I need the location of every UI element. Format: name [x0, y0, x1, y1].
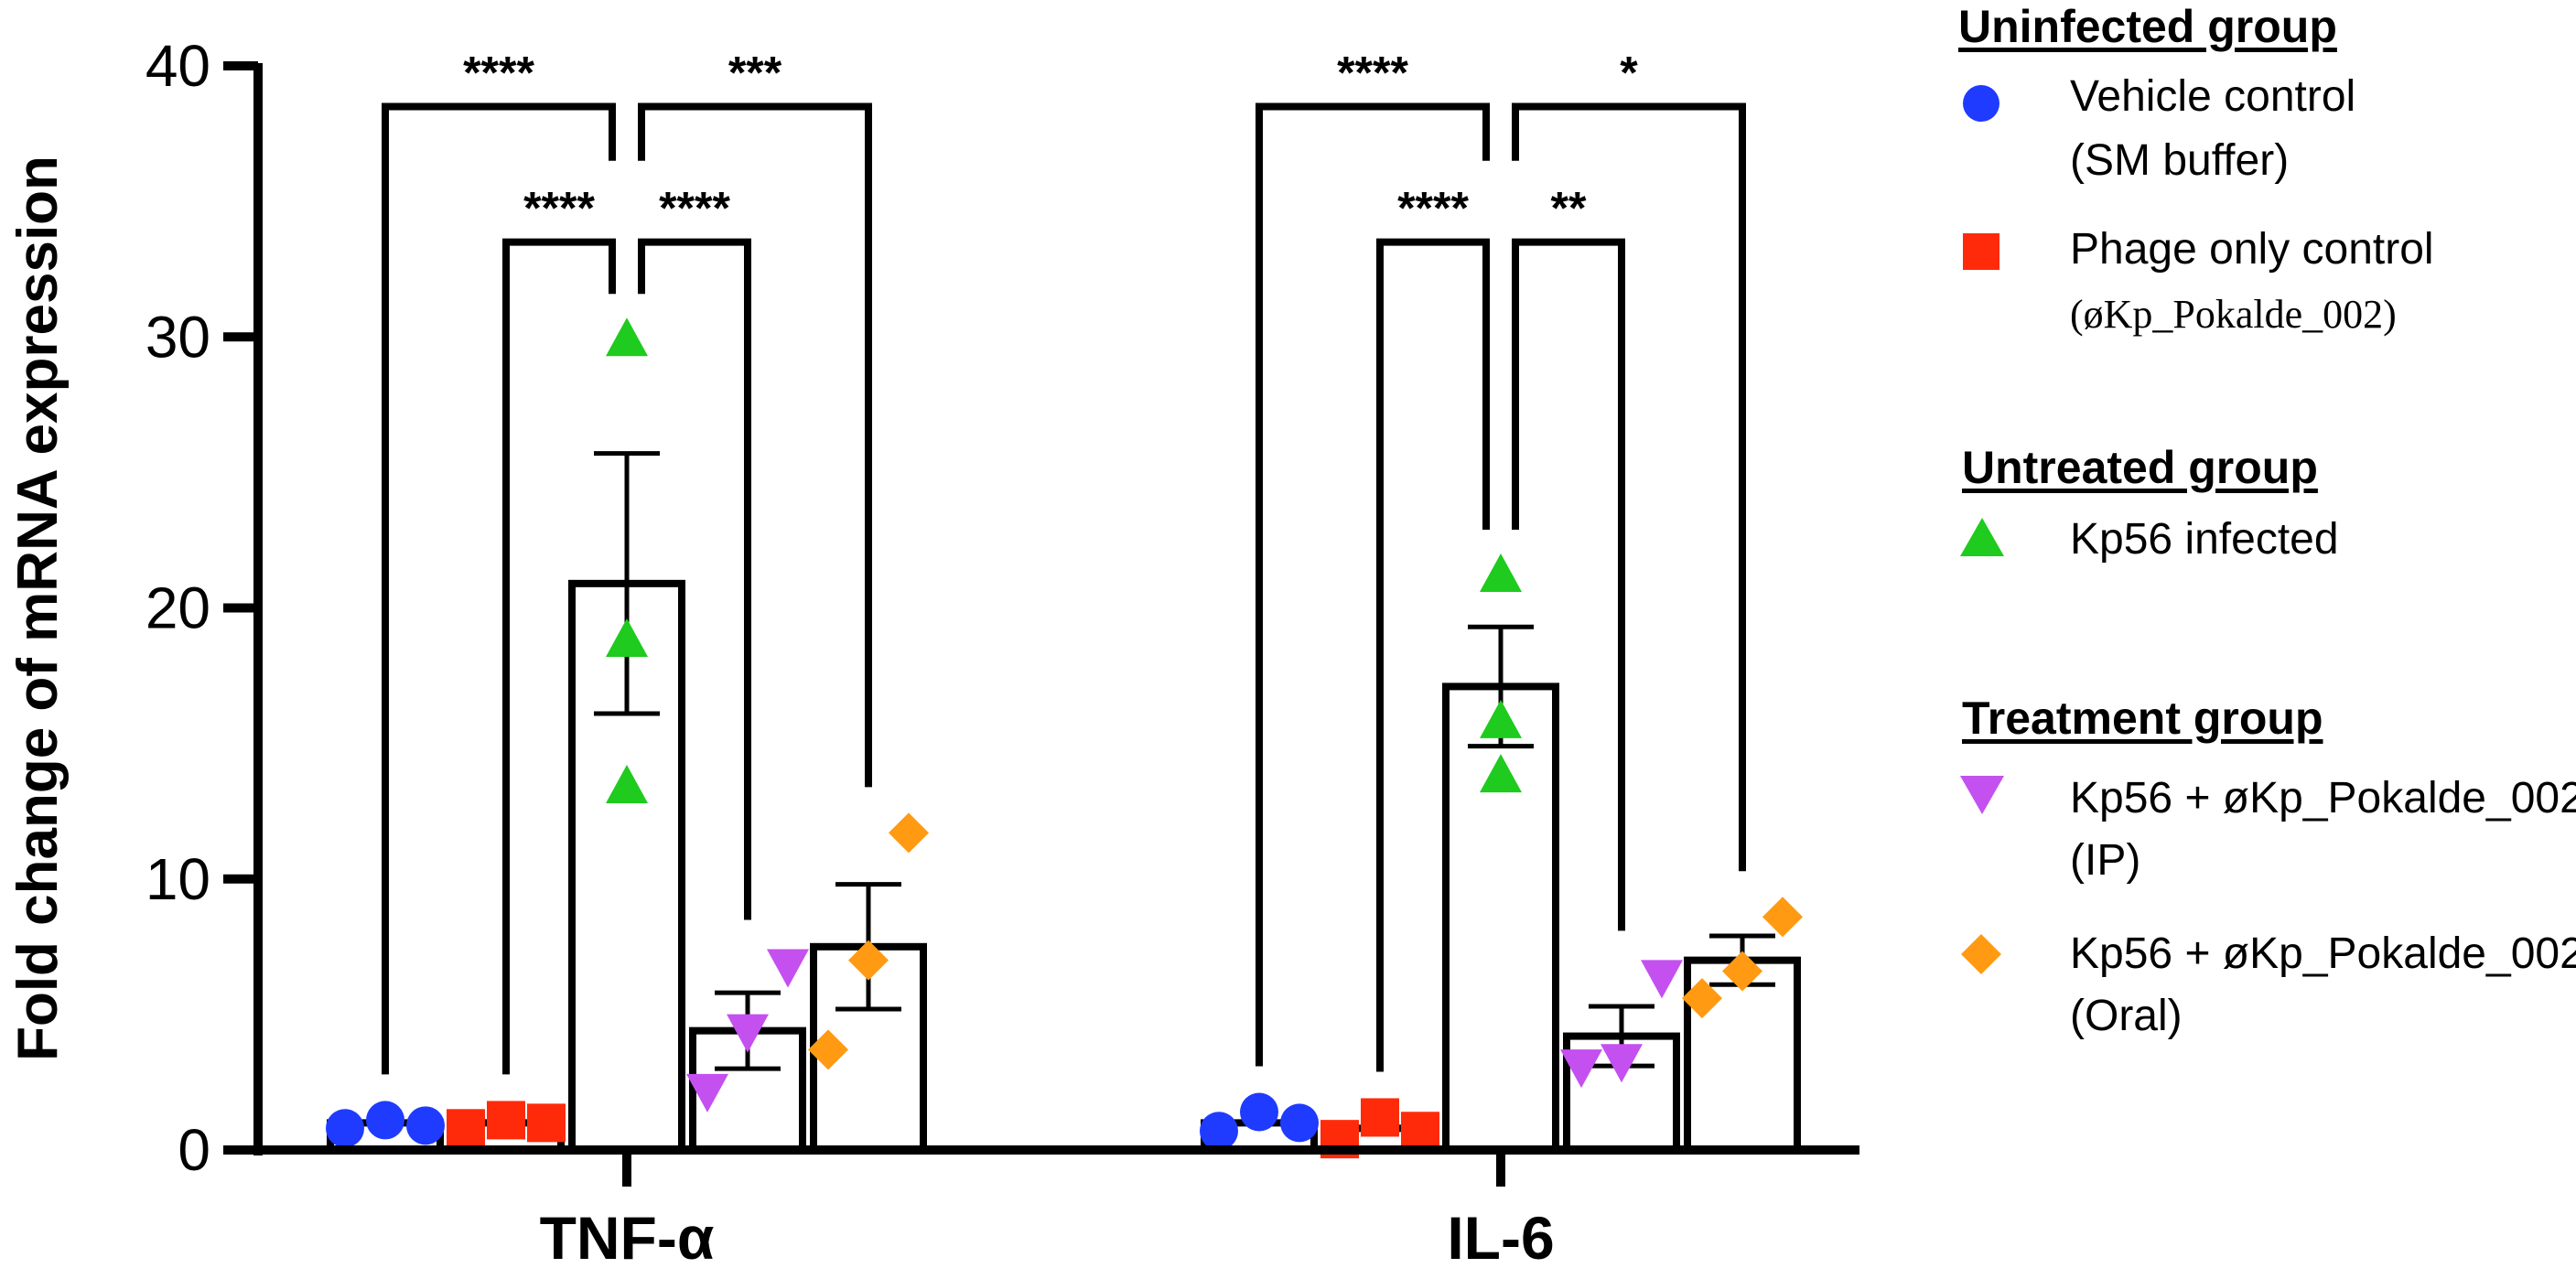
legend-sublabel-ip: (IP): [2070, 836, 2141, 885]
data-point: [1480, 754, 1522, 793]
y-tick-label: 0: [178, 1117, 210, 1183]
legend-label-vehicle-control: Vehicle control: [2070, 72, 2356, 121]
legend-label-oral: Kp56 + øKp_Pokalde_002: [2070, 930, 2576, 978]
chart-svg: 0 10 20 30 40 Fold change of mRNA expression T…: [6, 33, 1859, 1268]
significance-label: ****: [1397, 183, 1469, 234]
legend-marker-kp56-infected: [1960, 518, 2004, 556]
significance-label: ****: [659, 183, 730, 234]
legend-heading-uninfected: Uninfected group: [1958, 1, 2337, 52]
data-point: [686, 1073, 728, 1112]
data-point: [1682, 978, 1722, 1019]
data-point: [487, 1101, 525, 1140]
legend: Uninfected group Vehicle control (SM buf…: [1958, 0, 2576, 1268]
y-tick-label: 30: [146, 304, 210, 370]
significance-bracket: [1512, 238, 1625, 931]
significance-label: ****: [463, 47, 534, 98]
data-point: [447, 1109, 485, 1148]
data-point: [1641, 960, 1683, 999]
significance-label: **: [1551, 183, 1587, 234]
data-point: [1762, 897, 1803, 938]
legend-marker-vehicle-control: [1963, 85, 1999, 122]
data-point: [767, 949, 809, 988]
significance-bracket: [638, 238, 751, 920]
data-point: [1280, 1103, 1319, 1143]
significance-bracket: [1512, 102, 1746, 872]
significance-label: ****: [523, 183, 595, 234]
legend-marker-oral: [1961, 934, 2001, 974]
legend-heading-untreated: Untreated group: [1962, 442, 2318, 493]
legend-heading-treatment: Treatment group: [1962, 693, 2323, 744]
data-point: [406, 1106, 445, 1145]
data-point: [1560, 1049, 1602, 1089]
legend-label-phage-only: Phage only control: [2070, 225, 2434, 274]
y-tick-label: 10: [146, 846, 210, 912]
data-point: [808, 1029, 848, 1070]
data-point: [1480, 699, 1522, 738]
legend-label-kp56-infected: Kp56 infected: [2070, 515, 2339, 564]
significance-bracket: [382, 102, 616, 1075]
legend-marker-ip: [1960, 776, 2004, 814]
data-point: [1401, 1112, 1439, 1151]
significance-label: *: [1620, 47, 1638, 98]
data-point: [366, 1101, 404, 1140]
data-point: [606, 765, 648, 804]
data-point: [727, 1014, 769, 1053]
x-tick-label: IL-6: [1447, 1204, 1554, 1268]
x-tick-label: TNF-α: [540, 1204, 715, 1268]
data-point: [1240, 1092, 1278, 1132]
significance-bracket: [1256, 102, 1490, 1067]
data-point: [848, 940, 889, 981]
data-point: [1361, 1098, 1399, 1137]
data-point: [1722, 951, 1762, 992]
significance-label: ****: [1337, 47, 1408, 98]
data-point: [606, 317, 648, 357]
data-point: [326, 1109, 364, 1148]
legend-sublabel-vehicle-control: (SM buffer): [2070, 136, 2290, 185]
legend-label-ip: Kp56 + øKp_Pokalde_002: [2070, 774, 2576, 822]
legend-sublabel-oral: (Oral): [2070, 992, 2183, 1040]
data-point: [1601, 1044, 1643, 1083]
significance-bracket: [502, 238, 616, 1075]
significance-bracket: [1376, 238, 1490, 1072]
y-tick-label: 40: [146, 33, 210, 99]
data-point: [606, 618, 648, 658]
data-point: [1480, 553, 1522, 592]
data-point: [889, 812, 929, 854]
legend-sublabel-phage-only: (øKp_Pokalde_002): [2070, 292, 2397, 337]
y-axis-label: Fold change of mRNA expression: [6, 156, 70, 1061]
legend-marker-phage-only: [1963, 233, 1999, 270]
y-tick-label: 20: [146, 575, 210, 641]
data-point: [527, 1103, 566, 1143]
significance-label: ***: [728, 47, 782, 98]
data-point: [1200, 1112, 1238, 1151]
significance-bracket: [638, 102, 872, 788]
